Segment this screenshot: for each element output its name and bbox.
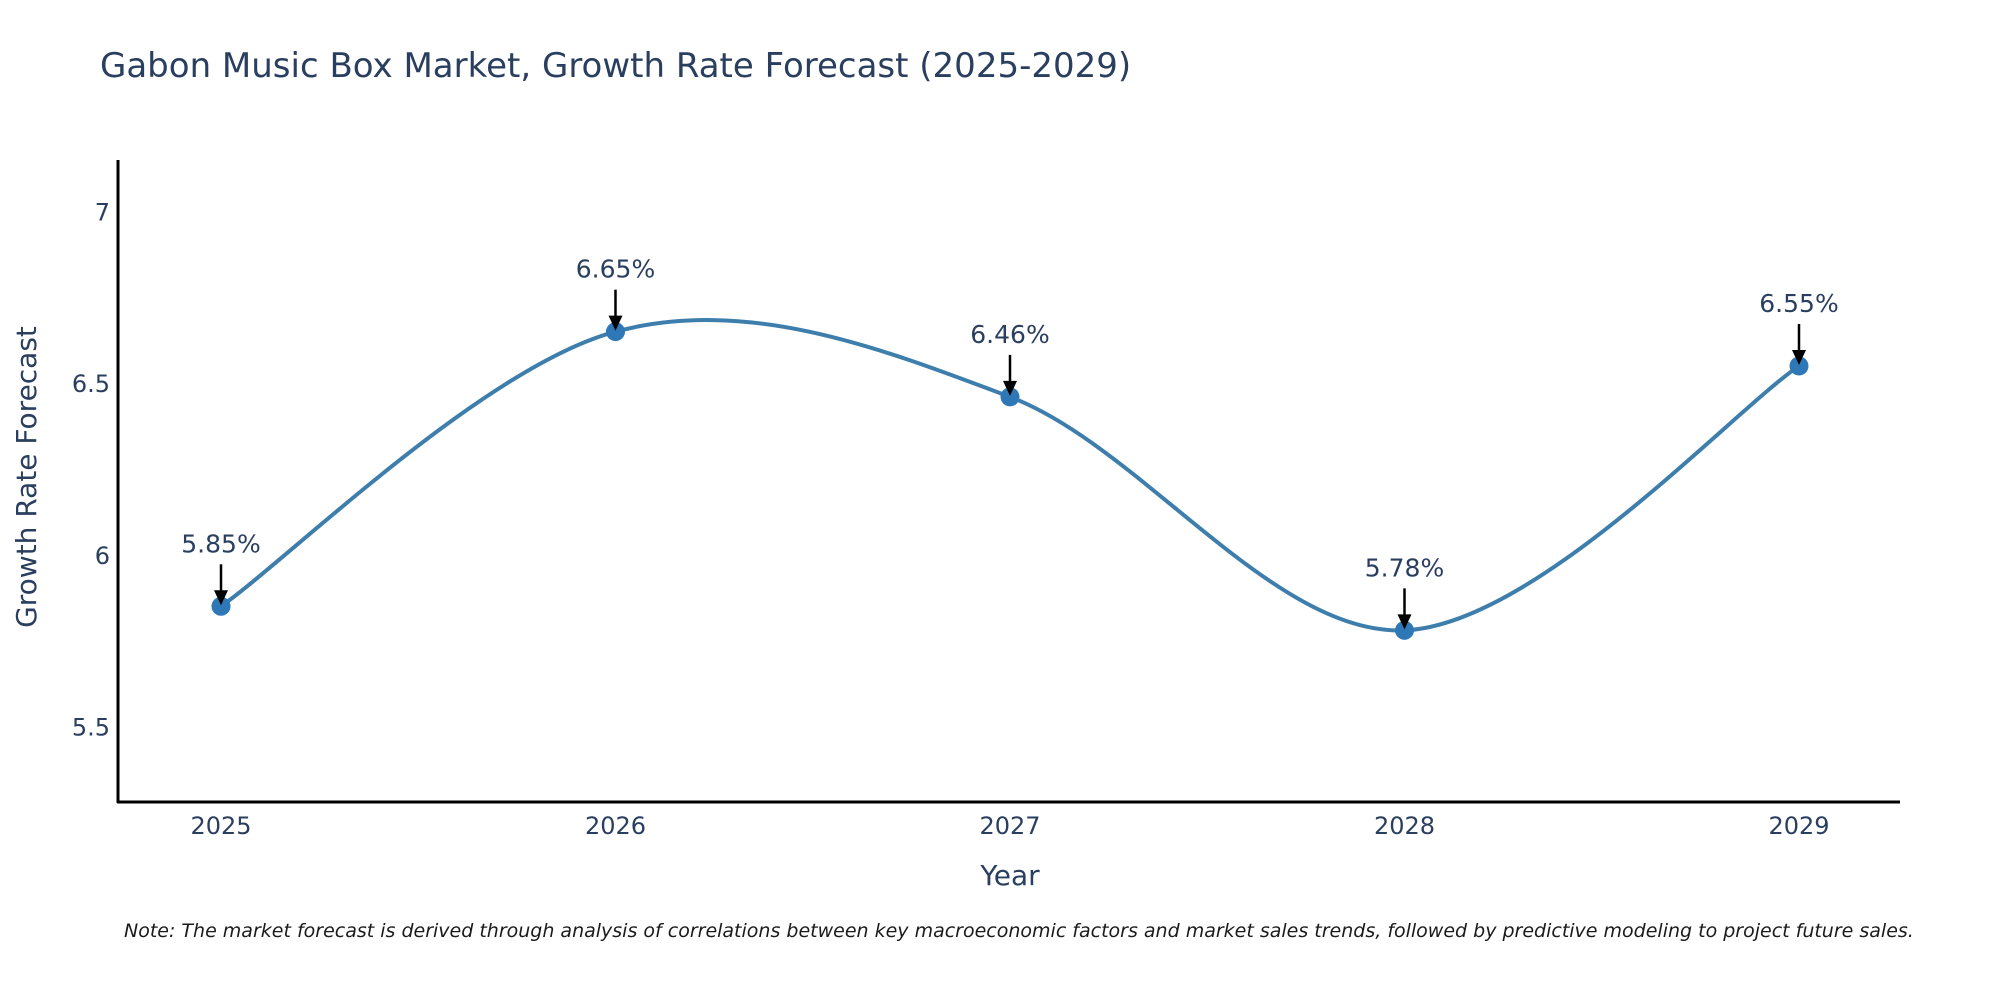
annotation-arrow-head [608, 315, 623, 331]
x-axis-ticks: 2025 2026 2027 2028 2029 [190, 812, 1829, 840]
data-labels: 5.85% 6.65% 6.46% 5.78% 6.55% [181, 255, 1839, 630]
annotation-arrow-head [1397, 614, 1412, 630]
footnote: Note: The market forecast is derived thr… [124, 920, 1914, 942]
y-axis-title: Growth Rate Forecast [10, 326, 43, 628]
annotation-arrow-head [1003, 380, 1017, 396]
data-label-2025: 5.85% [181, 529, 260, 558]
data-point-2027[interactable] [1000, 387, 1020, 407]
x-axis-title: Year [979, 859, 1040, 892]
data-label-2029: 6.55% [1759, 289, 1838, 318]
y-tick-label: 6.5 [72, 370, 110, 398]
data-label-2027: 6.46% [970, 320, 1049, 349]
annotation-arrow-head [214, 590, 228, 606]
data-point-2026[interactable] [606, 322, 625, 342]
data-point-2028[interactable] [1395, 620, 1414, 640]
data-label-2028: 5.78% [1365, 553, 1444, 582]
x-tick-label: 2025 [190, 812, 251, 840]
x-tick-label: 2028 [1374, 812, 1435, 840]
y-tick-label: 7 [95, 198, 110, 226]
data-points [211, 322, 1809, 640]
y-axis-ticks: 5.5 6 6.5 7 [72, 198, 110, 741]
annotation-arrow-head [1792, 349, 1806, 365]
y-tick-label: 6 [95, 542, 110, 570]
data-point-2029[interactable] [1789, 356, 1809, 376]
x-tick-label: 2027 [979, 812, 1040, 840]
x-tick-label: 2026 [585, 812, 646, 840]
chart-title: Gabon Music Box Market, Growth Rate Fore… [100, 46, 1132, 86]
x-tick-label: 2029 [1768, 812, 1829, 840]
data-label-2026: 6.65% [576, 255, 655, 284]
data-point-2025[interactable] [211, 596, 231, 616]
y-tick-label: 5.5 [72, 713, 110, 741]
axes [116, 160, 1900, 804]
